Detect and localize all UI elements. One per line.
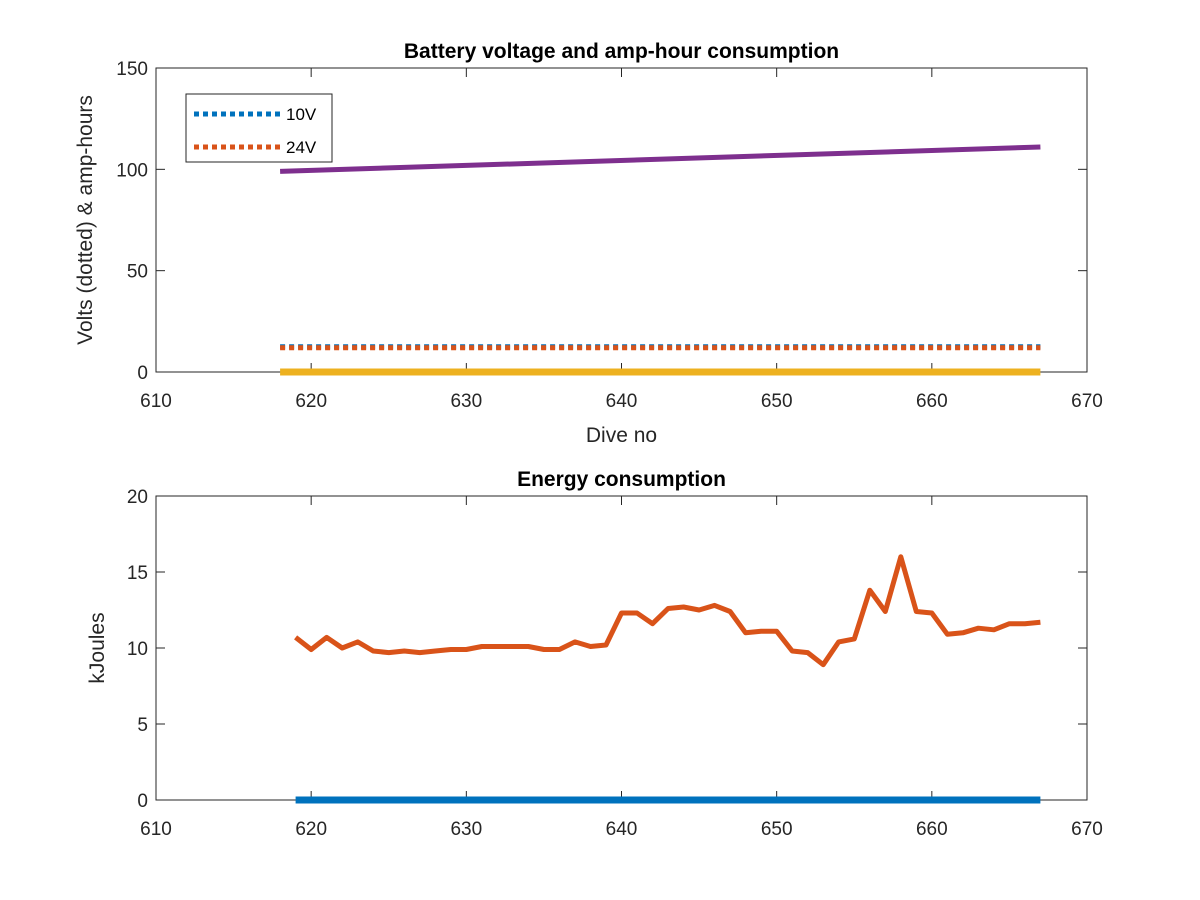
x-tick-label: 670: [1071, 391, 1103, 412]
x-tick-label: 620: [295, 819, 327, 840]
y-tick-label: 150: [116, 59, 148, 80]
x-tick-label: 610: [140, 391, 172, 412]
x-tick-label: 670: [1071, 819, 1103, 840]
y-tick-label: 20: [127, 487, 148, 508]
y-tick-label: 0: [137, 791, 148, 812]
y-tick-label: 100: [116, 160, 148, 181]
x-tick-label: 650: [761, 391, 793, 412]
x-tick-label: 650: [761, 819, 793, 840]
y-axis-label: kJoules: [86, 612, 109, 683]
y-tick-label: 10: [127, 639, 148, 660]
x-tick-label: 620: [295, 391, 327, 412]
y-tick-label: 0: [137, 363, 148, 384]
x-axis-label: Dive no: [586, 424, 657, 447]
x-tick-label: 660: [916, 819, 948, 840]
series-line-2: [294, 554, 1041, 668]
x-tick-label: 610: [140, 819, 172, 840]
chart-title: Battery voltage and amp-hour consumption: [404, 40, 839, 63]
chart-title: Energy consumption: [517, 468, 726, 491]
subplot-1: 610 620 630 640 650 660 670 0 50 100 150 Battery vo…: [74, 40, 1103, 447]
series-line-3: [280, 144, 1041, 174]
legend: 10V 24V: [185, 93, 333, 163]
legend-label: 10V: [286, 105, 317, 124]
x-tick-label: 640: [606, 391, 638, 412]
x-tick-label: 660: [916, 391, 948, 412]
y-axis-label: Volts (dotted) & amp-hours: [74, 95, 97, 345]
y-tick-label: 15: [127, 563, 148, 584]
plot-area: [155, 495, 1088, 801]
x-tick-label: 630: [450, 819, 482, 840]
legend-box: [185, 93, 333, 163]
x-tick-label: 630: [450, 391, 482, 412]
y-tick-label: 5: [137, 715, 148, 736]
y-tick-label: 50: [127, 262, 148, 283]
x-tick-label: 640: [606, 819, 638, 840]
subplot-2: 610 620 630 640 650 660 670 0 5 10 15 20 Energy cons…: [86, 468, 1103, 840]
legend-label: 24V: [286, 138, 317, 157]
